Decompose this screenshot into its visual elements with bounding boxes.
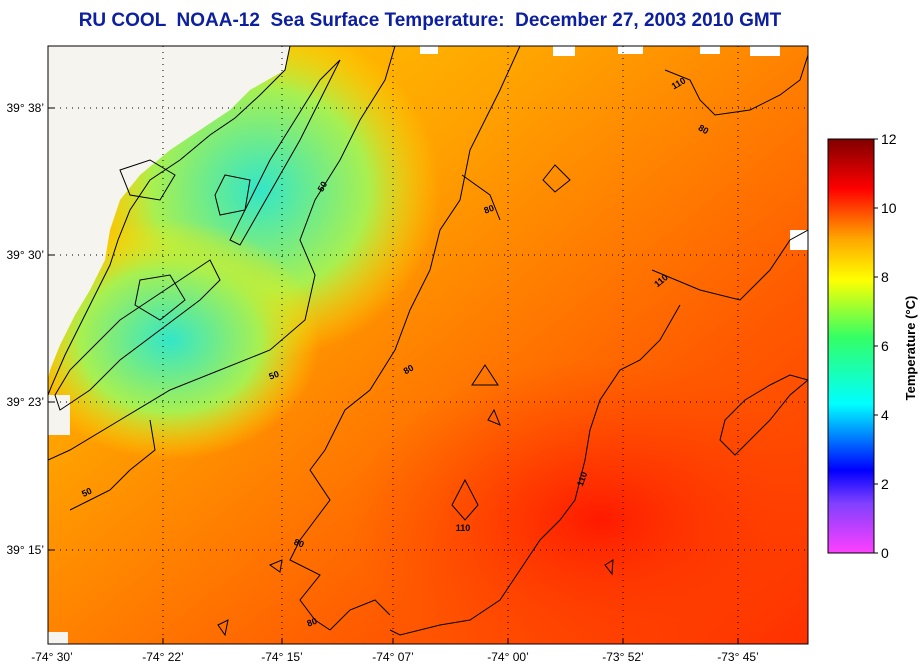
graticule xyxy=(48,46,808,644)
contour-label: 80 xyxy=(402,363,416,377)
lon-label: -73° 52’ xyxy=(602,650,644,664)
warm-region xyxy=(350,360,808,644)
map-frame xyxy=(47,45,809,645)
lat-label: 39° 23’ xyxy=(7,395,45,409)
lon-label: -74° 00’ xyxy=(487,650,529,664)
colorbar-tick-label: 10 xyxy=(881,200,897,216)
land-area xyxy=(48,46,290,380)
longitude-labels: -74° 30’ -74° 22’ -74° 15’ -74° 07’ -74°… xyxy=(31,650,759,664)
contour-label: 80 xyxy=(697,123,711,137)
contour-islands xyxy=(217,164,614,637)
no-data-patch xyxy=(48,632,68,644)
colorbar-tick-label: 6 xyxy=(881,338,889,354)
colorbar: 12 10 8 6 4 2 0 Temperature (°C) xyxy=(827,131,918,561)
lon-label: -74° 30’ xyxy=(31,650,73,664)
contour-label: 80 xyxy=(293,537,306,550)
lon-label: -74° 22’ xyxy=(142,650,184,664)
colorbar-ramp xyxy=(827,138,875,554)
map-title: RU COOL NOAA-12 Sea Surface Temperature:… xyxy=(78,10,782,31)
latitude-labels: 39° 38’ 39° 30’ 39° 23’ 39° 15’ xyxy=(7,101,45,557)
contour-label: 50 xyxy=(80,486,93,499)
colorbar-tick-label: 2 xyxy=(881,476,889,492)
land-patch xyxy=(48,395,70,435)
lat-label: 39° 30’ xyxy=(7,248,45,262)
colorbar-tick-label: 0 xyxy=(881,545,889,561)
colorbar-tick-labels: 12 10 8 6 4 2 0 xyxy=(881,131,897,561)
contour-lines xyxy=(48,46,808,636)
contour-label: 80 xyxy=(483,203,496,216)
axis-ticks xyxy=(48,107,739,644)
contour-label: 80 xyxy=(306,616,319,629)
contour-label: 110 xyxy=(456,523,471,533)
colorbar-tick-label: 12 xyxy=(881,131,897,147)
lon-label: -74° 07’ xyxy=(372,650,414,664)
colorbar-ticks xyxy=(874,138,878,554)
lat-label: 39° 38’ xyxy=(7,101,45,115)
lon-label: -73° 45’ xyxy=(717,650,759,664)
contour-label: 50 xyxy=(316,180,330,194)
colorbar-tick-label: 4 xyxy=(881,407,889,423)
coastline xyxy=(48,46,341,411)
colorbar-tick-label: 8 xyxy=(881,269,889,285)
cool-region-south xyxy=(48,220,320,460)
contour-label: 50 xyxy=(268,369,281,382)
colorbar-title: Temperature (°C) xyxy=(903,296,918,401)
lat-label: 39° 15’ xyxy=(7,543,45,557)
sst-map xyxy=(48,46,808,644)
contour-label: 110 xyxy=(575,470,589,487)
cloud-gaps xyxy=(420,46,808,250)
lon-label: -74° 15’ xyxy=(261,650,303,664)
